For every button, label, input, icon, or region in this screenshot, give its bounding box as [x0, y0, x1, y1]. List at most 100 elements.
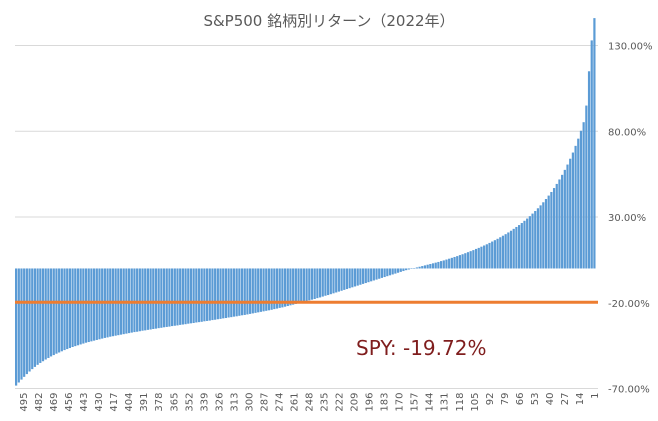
bar: [232, 268, 236, 317]
x-tick-label: 235: [320, 393, 331, 412]
bar: [364, 268, 367, 284]
bar: [552, 188, 556, 269]
bar: [197, 268, 201, 323]
bar: [402, 268, 405, 272]
bar: [33, 268, 37, 367]
bar: [270, 268, 273, 310]
bar: [483, 245, 486, 269]
bar: [542, 202, 545, 269]
bar: [171, 268, 174, 327]
bar: [520, 223, 523, 269]
bar: [208, 268, 211, 321]
bar: [421, 266, 424, 269]
bar: [68, 268, 72, 349]
bar: [448, 258, 451, 269]
bar: [281, 268, 284, 308]
bar: [461, 254, 464, 269]
bar: [405, 268, 408, 271]
bar: [563, 169, 566, 269]
bar: [235, 268, 238, 317]
bar: [265, 268, 268, 311]
bar: [423, 265, 427, 269]
x-tick-label: 14: [575, 393, 586, 406]
bar: [308, 268, 311, 301]
bar: [286, 268, 289, 307]
bar: [499, 237, 502, 269]
bar: [399, 268, 402, 272]
bar: [587, 71, 591, 269]
bar: [273, 268, 276, 310]
bar: [439, 261, 443, 269]
bar: [60, 268, 63, 352]
bar: [375, 268, 378, 280]
bar: [55, 268, 58, 354]
bar: [84, 268, 88, 343]
bar: [458, 255, 462, 269]
bar: [79, 268, 82, 345]
x-tick-label: 482: [34, 393, 45, 412]
bar: [335, 268, 338, 293]
bar: [251, 268, 254, 314]
bar: [230, 268, 233, 318]
x-tick-label: 365: [169, 393, 180, 412]
bar: [149, 268, 152, 330]
x-tick-label: 1: [590, 393, 601, 399]
bar: [275, 268, 279, 309]
bar: [493, 240, 496, 269]
bar: [254, 268, 257, 313]
bar: [558, 179, 561, 269]
y-tick-label: -70.00%: [608, 385, 650, 396]
x-tick-label: 222: [335, 393, 346, 412]
bar: [415, 267, 418, 269]
bar: [246, 268, 249, 315]
bar: [28, 268, 31, 372]
bar: [512, 228, 515, 269]
bar: [504, 234, 507, 269]
bar: [205, 268, 209, 321]
bar: [138, 268, 141, 332]
chart-title: S&P500 銘柄別リターン（2022年）: [203, 12, 455, 30]
bar: [160, 268, 163, 328]
bar: [310, 268, 314, 300]
bar: [82, 268, 85, 344]
bar: [485, 244, 488, 269]
bar: [318, 268, 322, 298]
bar: [496, 238, 499, 269]
bar: [370, 268, 373, 282]
bar: [434, 262, 437, 269]
x-tick-label: 170: [395, 393, 406, 412]
bar: [278, 268, 281, 308]
x-tick-label: 131: [440, 393, 451, 412]
bar: [25, 268, 28, 375]
bar: [23, 268, 26, 377]
bar: [154, 268, 158, 329]
bar: [224, 268, 228, 319]
bar: [571, 152, 574, 269]
bar: [407, 268, 410, 270]
bar: [507, 232, 510, 269]
x-tick-label: 326: [214, 393, 225, 412]
bar: [410, 268, 413, 269]
bar: [15, 268, 18, 386]
bar: [517, 225, 521, 269]
bar: [219, 268, 222, 319]
x-tick-label: 430: [94, 393, 105, 412]
x-tick-label: 27: [560, 393, 571, 406]
bar: [332, 268, 335, 294]
bar: [71, 268, 74, 348]
bar: [44, 268, 47, 360]
bar: [214, 268, 217, 320]
bar: [259, 268, 262, 312]
x-tick-label: 287: [259, 393, 270, 412]
x-tick-label: 40: [545, 393, 556, 406]
x-tick-label: 105: [470, 393, 481, 412]
bar: [87, 268, 90, 343]
bar: [480, 246, 483, 269]
bar: [58, 268, 61, 353]
bar: [574, 145, 577, 269]
bar: [203, 268, 206, 322]
x-tick-label: 352: [184, 393, 195, 412]
bar: [501, 235, 505, 269]
bar: [351, 268, 354, 288]
